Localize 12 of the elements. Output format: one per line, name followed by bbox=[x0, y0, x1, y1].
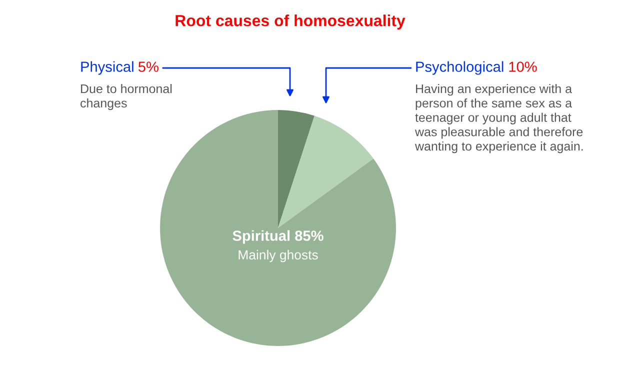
slice-label: Psychological bbox=[416, 61, 504, 75]
chart-title: Root causes of homosexuality bbox=[176, 14, 406, 30]
pie-slice bbox=[278, 116, 374, 228]
slice-label: Physical bbox=[81, 61, 134, 75]
pie-slice bbox=[160, 110, 396, 346]
slice-label: Spiritual 85% bbox=[232, 230, 324, 244]
pie-slice bbox=[278, 110, 314, 228]
data-label: 5% bbox=[138, 62, 158, 72]
text: Mainly ghosts bbox=[238, 250, 318, 262]
data-label: 10% bbox=[509, 62, 537, 72]
text: Due to hormonal changes bbox=[80, 84, 172, 110]
text: Having an experience with a person of the same sex as a teenager or young adult that was pleasurable and therefore wanting to experience it again. bbox=[414, 84, 583, 154]
